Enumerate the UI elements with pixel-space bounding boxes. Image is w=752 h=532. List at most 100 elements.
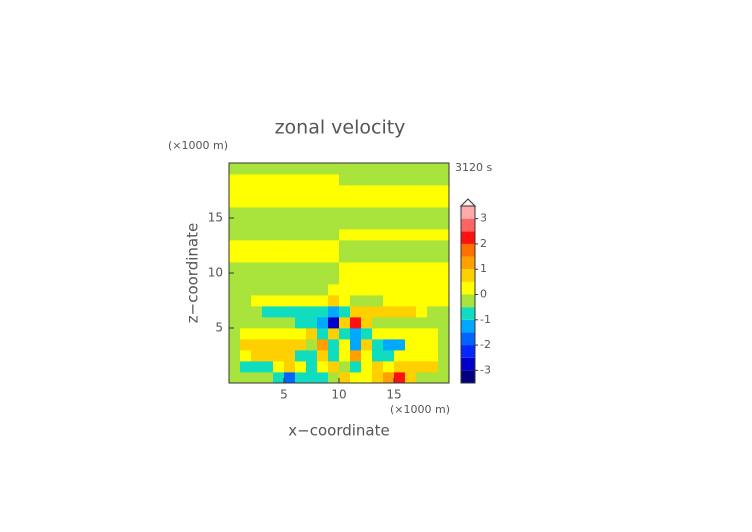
contour-cell bbox=[427, 361, 439, 373]
contour-cell bbox=[262, 284, 274, 296]
contour-cell bbox=[295, 262, 307, 274]
contour-cell bbox=[240, 372, 252, 384]
contour-cell bbox=[350, 361, 362, 373]
contour-cell bbox=[295, 350, 307, 362]
contour-cell bbox=[372, 229, 384, 241]
contour-cell bbox=[295, 273, 307, 285]
contour-cell bbox=[262, 185, 274, 197]
contour-cell bbox=[416, 207, 428, 219]
x-unit: (×1000 m) bbox=[390, 403, 450, 416]
contour-cell bbox=[438, 229, 450, 241]
y-tick-label: 5 bbox=[215, 321, 223, 335]
contour-cell bbox=[339, 174, 351, 186]
contour-cell bbox=[394, 174, 406, 186]
contour-cell bbox=[273, 174, 285, 186]
contour-cell bbox=[295, 295, 307, 307]
contour-cell bbox=[251, 163, 263, 175]
contour-cell bbox=[427, 262, 439, 274]
colorbar-swatch bbox=[461, 370, 475, 383]
contour-cell bbox=[438, 196, 450, 208]
colorbar-swatch bbox=[461, 294, 475, 308]
contour-cell bbox=[372, 328, 384, 340]
x-axis-label: x−coordinate bbox=[288, 422, 389, 440]
contour-cell bbox=[383, 306, 395, 318]
contour-cell bbox=[339, 328, 351, 340]
contour-cell bbox=[350, 284, 362, 296]
contour-cell bbox=[405, 273, 417, 285]
contour-cell bbox=[339, 350, 351, 362]
contour-cell bbox=[317, 295, 329, 307]
contour-cell bbox=[383, 339, 395, 351]
contour-cell bbox=[284, 284, 296, 296]
contour-cell bbox=[438, 317, 450, 329]
contour-cell bbox=[372, 306, 384, 318]
contour-cell bbox=[251, 174, 263, 186]
contour-cell bbox=[317, 339, 329, 351]
contour-cell bbox=[405, 306, 417, 318]
contour-cell bbox=[284, 218, 296, 230]
contour-cell bbox=[317, 207, 329, 219]
contour-cell bbox=[438, 372, 450, 384]
contour-cell bbox=[295, 207, 307, 219]
contour-cell bbox=[416, 273, 428, 285]
contour-cell bbox=[361, 284, 373, 296]
contour-cell bbox=[328, 251, 340, 263]
contour-cell bbox=[262, 339, 274, 351]
contour-cell bbox=[284, 174, 296, 186]
contour-cell bbox=[240, 240, 252, 252]
contour-cell bbox=[251, 273, 263, 285]
contour-cell bbox=[328, 273, 340, 285]
contour-cell bbox=[427, 273, 439, 285]
contour-cell bbox=[284, 361, 296, 373]
contour-cell bbox=[427, 317, 439, 329]
contour-cell bbox=[240, 251, 252, 263]
contour-cell bbox=[405, 174, 417, 186]
contour-cell bbox=[339, 163, 351, 175]
contour-cell bbox=[229, 328, 241, 340]
y-axis-label: z−coordinate bbox=[184, 223, 202, 323]
contour-cell bbox=[416, 229, 428, 241]
contour-cell bbox=[416, 251, 428, 263]
contour-cell bbox=[306, 163, 318, 175]
contour-cell bbox=[262, 251, 274, 263]
contour-cell bbox=[328, 240, 340, 252]
contour-cell bbox=[229, 174, 241, 186]
contour-cell bbox=[339, 273, 351, 285]
contour-cell bbox=[383, 218, 395, 230]
contour-cell bbox=[383, 251, 395, 263]
contour-cell bbox=[229, 240, 241, 252]
contour-cell bbox=[383, 174, 395, 186]
contour-cell bbox=[394, 284, 406, 296]
colorbar-swatch bbox=[461, 269, 475, 282]
contour-cell bbox=[240, 229, 252, 241]
contour-cell bbox=[317, 174, 329, 186]
contour-cell bbox=[416, 185, 428, 197]
contour-cell bbox=[438, 273, 450, 285]
contour-cell bbox=[361, 273, 373, 285]
contour-cell bbox=[229, 295, 241, 307]
contour-cell bbox=[416, 306, 428, 318]
contour-cell bbox=[372, 185, 384, 197]
contour-cell bbox=[317, 317, 329, 329]
colorbar-tick-label: -3 bbox=[480, 363, 491, 376]
contour-cell bbox=[438, 174, 450, 186]
contour-cell bbox=[339, 196, 351, 208]
contour-cell bbox=[361, 295, 373, 307]
contour-cell bbox=[438, 361, 450, 373]
contour-cell bbox=[350, 207, 362, 219]
contour-cell bbox=[262, 262, 274, 274]
contour-cell bbox=[361, 185, 373, 197]
colorbar-swatch bbox=[461, 345, 475, 358]
contour-cell bbox=[372, 361, 384, 373]
contour-cell bbox=[229, 229, 241, 241]
contour-cell bbox=[394, 251, 406, 263]
contour-cell bbox=[372, 372, 384, 384]
contour-cell bbox=[350, 262, 362, 274]
colorbar-swatch bbox=[461, 231, 475, 244]
contour-cell bbox=[361, 339, 373, 351]
colorbar-swatch bbox=[461, 256, 475, 270]
contour-cell bbox=[229, 251, 241, 263]
contour-cell bbox=[394, 361, 406, 373]
contour-cell bbox=[372, 295, 384, 307]
